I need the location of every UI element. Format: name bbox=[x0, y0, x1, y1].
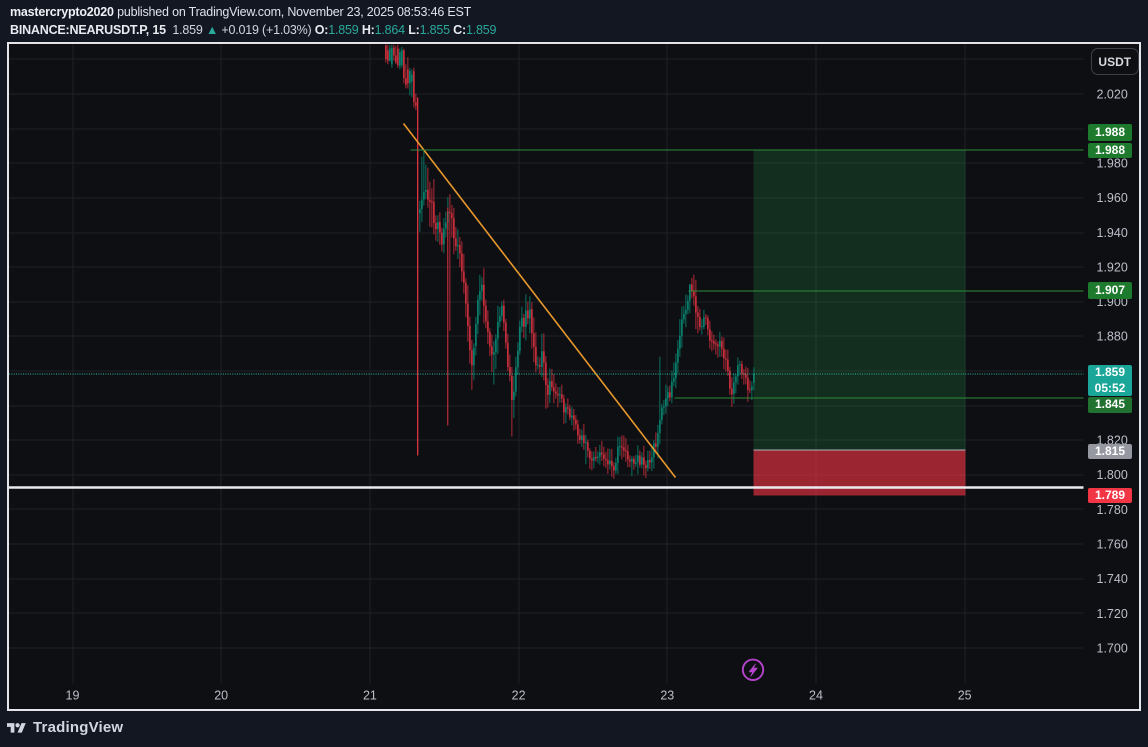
svg-text:25: 25 bbox=[958, 689, 972, 703]
svg-text:1.940: 1.940 bbox=[1097, 226, 1128, 240]
svg-text:1.700: 1.700 bbox=[1097, 641, 1128, 655]
svg-text:1.780: 1.780 bbox=[1097, 503, 1128, 517]
svg-text:1.960: 1.960 bbox=[1097, 191, 1128, 205]
svg-text:19: 19 bbox=[66, 689, 80, 703]
svg-text:1.800: 1.800 bbox=[1097, 468, 1128, 482]
svg-text:1.740: 1.740 bbox=[1097, 572, 1128, 586]
svg-text:22: 22 bbox=[512, 689, 526, 703]
svg-text:1.880: 1.880 bbox=[1097, 330, 1128, 344]
svg-text:21: 21 bbox=[363, 689, 377, 703]
svg-text:2.020: 2.020 bbox=[1097, 87, 1128, 101]
svg-text:1.720: 1.720 bbox=[1097, 607, 1128, 621]
svg-text:1.980: 1.980 bbox=[1097, 157, 1128, 171]
svg-text:1.920: 1.920 bbox=[1097, 261, 1128, 275]
svg-text:20: 20 bbox=[214, 689, 228, 703]
svg-text:1.760: 1.760 bbox=[1097, 538, 1128, 552]
svg-text:24: 24 bbox=[809, 689, 823, 703]
svg-text:23: 23 bbox=[660, 689, 674, 703]
